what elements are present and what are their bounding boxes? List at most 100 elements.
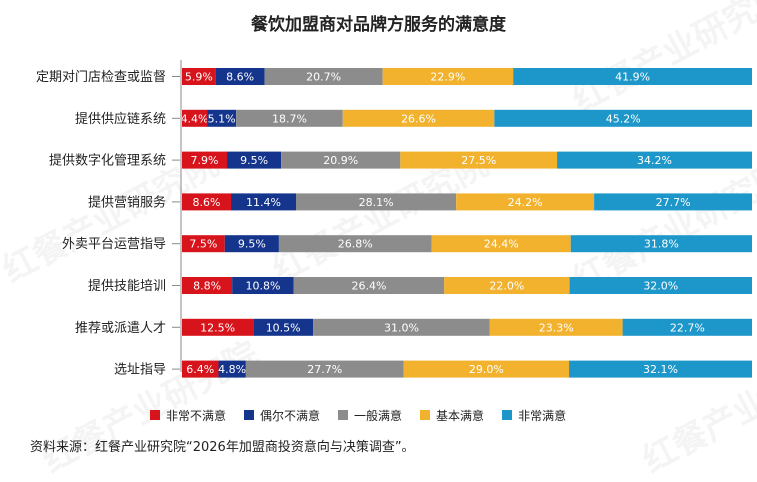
bar-segment (594, 193, 752, 211)
legend-item: 基本满意 (420, 407, 484, 424)
data-label: 29.0% (469, 363, 504, 376)
data-label: 9.5% (238, 238, 266, 251)
bar-segment (182, 193, 232, 211)
bar-segment (218, 360, 246, 378)
data-label: 45.2% (606, 112, 641, 125)
legend-swatch (150, 410, 160, 420)
bar-segment (253, 318, 314, 336)
bar-segment (570, 235, 752, 253)
data-label: 7.9% (191, 154, 219, 167)
category-label: 提供营销服务 (88, 194, 166, 210)
data-label: 7.5% (189, 238, 217, 251)
legend-label: 偶尔不满意 (260, 408, 321, 423)
bar-segment (569, 360, 752, 378)
category-label: 选址指导 (114, 363, 166, 378)
bar-segment (182, 109, 208, 127)
data-label: 8.6% (193, 196, 221, 209)
category-label: 外卖平台运营指导 (62, 237, 166, 252)
bar-segment (293, 277, 445, 294)
legend-swatch (420, 410, 431, 420)
bar-segment (296, 193, 457, 211)
data-label: 20.9% (323, 154, 358, 167)
legend-item: 一般满意 (338, 407, 402, 424)
data-label: 26.6% (401, 112, 436, 125)
bar-segment (557, 151, 752, 169)
legend-swatch (502, 410, 513, 420)
bar-segment (232, 277, 294, 294)
data-label: 23.3% (539, 321, 574, 334)
data-label: 8.8% (193, 280, 221, 293)
data-label: 31.8% (644, 238, 679, 251)
bar-segment (245, 360, 404, 378)
bar-segment (182, 235, 225, 253)
data-label: 5.9% (185, 71, 213, 84)
source-note: 资料来源：红餐产业研究院“2026年加盟商投资意向与决策调查”。 (30, 440, 415, 455)
bar-segment (207, 109, 237, 127)
bar-segment (278, 235, 432, 253)
bar-segment (403, 360, 570, 378)
chart-title: 餐饮加盟商对品牌方服务的满意度 (251, 15, 506, 35)
data-label: 18.7% (272, 112, 307, 125)
category-label: 提供供应链系统 (75, 111, 166, 127)
data-label: 8.6% (226, 71, 254, 84)
legend-swatch (244, 410, 255, 420)
data-label: 10.5% (266, 321, 301, 334)
bar-segment (236, 109, 343, 127)
bar-segment (182, 318, 254, 336)
data-label: 22.9% (430, 71, 465, 84)
legend-item: 非常不满意 (150, 407, 226, 424)
data-label: 22.0% (489, 280, 524, 293)
data-label: 26.8% (338, 238, 373, 251)
data-label: 27.7% (656, 196, 691, 209)
data-label: 32.1% (643, 363, 678, 376)
bar-segment (231, 193, 296, 211)
bar-segment (227, 151, 282, 169)
bar-segment (224, 235, 279, 253)
bar-segment (431, 235, 571, 253)
data-label: 6.4% (186, 363, 214, 376)
category-label: 推荐或派遣人才 (75, 321, 166, 336)
bar-segment (182, 68, 216, 85)
data-label: 27.5% (461, 154, 496, 167)
category-label: 定期对门店检查或监督 (36, 70, 166, 85)
legend-swatch (338, 410, 349, 420)
legend-item: 偶尔不满意 (244, 407, 320, 424)
stacked-bar-chart: 定期对门店检查或监督 5.9% 8.6% 20.7% 22.9% 41.9% 提供供应链系统… (36, 60, 752, 378)
data-label: 27.7% (307, 363, 342, 376)
data-label: 24.2% (508, 196, 543, 209)
data-label: 5.1% (208, 112, 236, 125)
bar-segment (313, 318, 490, 336)
bar-segment (513, 68, 752, 85)
bar-segment (182, 360, 219, 378)
data-label: 20.7% (306, 71, 341, 84)
data-label: 31.0% (384, 321, 419, 334)
chart-legend: 非常不满意 偶尔不满意 一般满意 基本满意 非常满意 (150, 405, 566, 425)
legend-label: 非常满意 (518, 408, 567, 423)
data-label: 34.2% (637, 154, 672, 167)
bar-segment (342, 109, 495, 127)
legend-label: 一般满意 (354, 408, 403, 423)
data-label: 11.4% (246, 196, 281, 209)
bar-segment (400, 151, 558, 169)
data-label: 4.4% (181, 112, 209, 125)
data-label: 32.0% (643, 280, 678, 293)
bar-segment (215, 68, 265, 85)
bar-segment (569, 277, 752, 294)
bar-segment (281, 151, 401, 169)
bar-segment (489, 318, 623, 336)
data-label: 4.8% (218, 363, 246, 376)
bar-segment (264, 68, 383, 85)
bar-segment (182, 277, 233, 294)
data-label: 28.1% (359, 196, 394, 209)
bar-segment (494, 109, 752, 127)
bar-segment (382, 68, 514, 85)
data-label: 22.7% (670, 321, 705, 334)
data-label: 12.5% (200, 321, 235, 334)
legend-label: 基本满意 (436, 408, 485, 423)
legend-item: 非常满意 (502, 407, 566, 424)
data-label: 10.8% (245, 280, 280, 293)
data-label: 41.9% (615, 71, 650, 84)
bar-segment (622, 318, 752, 336)
legend-label: 非常不满意 (166, 408, 227, 423)
data-label: 26.4% (351, 280, 386, 293)
